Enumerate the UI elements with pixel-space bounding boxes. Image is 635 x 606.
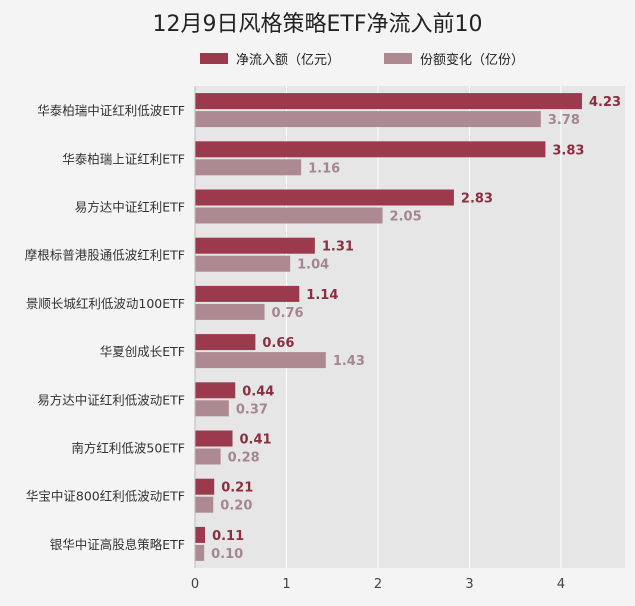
category-label: 景顺长城红利低波动100ETF (26, 296, 185, 311)
category-label: 南方红利低波50ETF (71, 441, 185, 456)
share-change-value-label: 0.37 (236, 402, 268, 417)
x-tick-label: 3 (465, 577, 473, 592)
share-change-value-label: 1.16 (308, 161, 340, 176)
legend-label-share-change: 份额变化（亿份） (420, 53, 525, 68)
share-change-value-label: 0.76 (272, 306, 304, 321)
category-label: 华宝中证800红利低波动ETF (26, 489, 185, 504)
x-tick-label: 2 (374, 577, 382, 592)
share-change-value-label: 0.20 (220, 499, 252, 514)
category-label: 易方达中证红利ETF (75, 200, 185, 215)
share-change-bar (195, 448, 221, 465)
net-inflow-value-label: 4.23 (589, 95, 621, 110)
share-change-bar (195, 159, 302, 176)
net-inflow-bar (195, 93, 582, 110)
net-inflow-bar (195, 141, 546, 158)
share-change-bar (195, 544, 205, 561)
x-tick-label: 4 (557, 577, 565, 592)
net-inflow-bar (195, 430, 233, 447)
share-change-bar (195, 496, 214, 513)
legend-item-share-change: 份额变化（亿份） (384, 49, 524, 68)
legend-swatch-net-inflow (200, 53, 228, 64)
net-inflow-value-label: 1.14 (306, 288, 338, 303)
x-tick-label: 0 (191, 577, 199, 592)
net-inflow-bar (195, 478, 215, 495)
net-inflow-value-label: 0.11 (212, 529, 244, 544)
share-change-bar (195, 400, 229, 417)
net-inflow-value-label: 0.41 (240, 433, 272, 448)
category-label: 华夏创成长ETF (100, 344, 185, 359)
legend-item-net-inflow: 净流入额（亿元） (200, 49, 340, 68)
share-change-value-label: 2.05 (390, 210, 422, 225)
net-inflow-bar (195, 334, 256, 351)
net-inflow-bar (195, 382, 236, 399)
x-tick-label: 1 (282, 577, 290, 592)
category-label: 易方达中证红利低波动ETF (37, 392, 185, 407)
share-change-value-label: 0.10 (211, 547, 243, 562)
share-change-value-label: 3.78 (548, 113, 580, 128)
legend: 净流入额（亿元） 份额变化（亿份） (0, 49, 635, 68)
share-change-bar (195, 111, 541, 128)
share-change-value-label: 1.04 (297, 258, 329, 273)
net-inflow-bar (195, 526, 206, 543)
share-change-bar (195, 303, 265, 320)
share-change-value-label: 0.28 (228, 451, 260, 466)
chart-title: 12月9日风格策略ETF净流入前10 (152, 12, 483, 37)
net-inflow-bar (195, 189, 454, 206)
share-change-bar (195, 352, 326, 369)
net-inflow-value-label: 1.31 (322, 240, 354, 255)
category-label: 华泰柏瑞上证红利ETF (62, 151, 185, 166)
net-inflow-value-label: 0.21 (221, 481, 253, 496)
net-inflow-value-label: 0.66 (262, 336, 294, 351)
legend-label-net-inflow: 净流入额（亿元） (236, 53, 341, 68)
share-change-bar (195, 207, 383, 224)
net-inflow-bar (195, 285, 300, 302)
net-inflow-value-label: 3.83 (552, 143, 584, 158)
legend-swatch-share-change (384, 53, 412, 64)
category-label: 摩根标普港股通低波红利ETF (25, 248, 185, 263)
net-inflow-value-label: 0.44 (242, 384, 274, 399)
net-inflow-bar (195, 237, 315, 254)
share-change-value-label: 1.43 (333, 354, 365, 369)
category-label: 华泰柏瑞中证红利低波ETF (37, 103, 185, 118)
net-inflow-value-label: 2.83 (461, 192, 493, 207)
category-label: 银华中证高股息策略ETF (50, 537, 185, 552)
share-change-bar (195, 255, 291, 272)
